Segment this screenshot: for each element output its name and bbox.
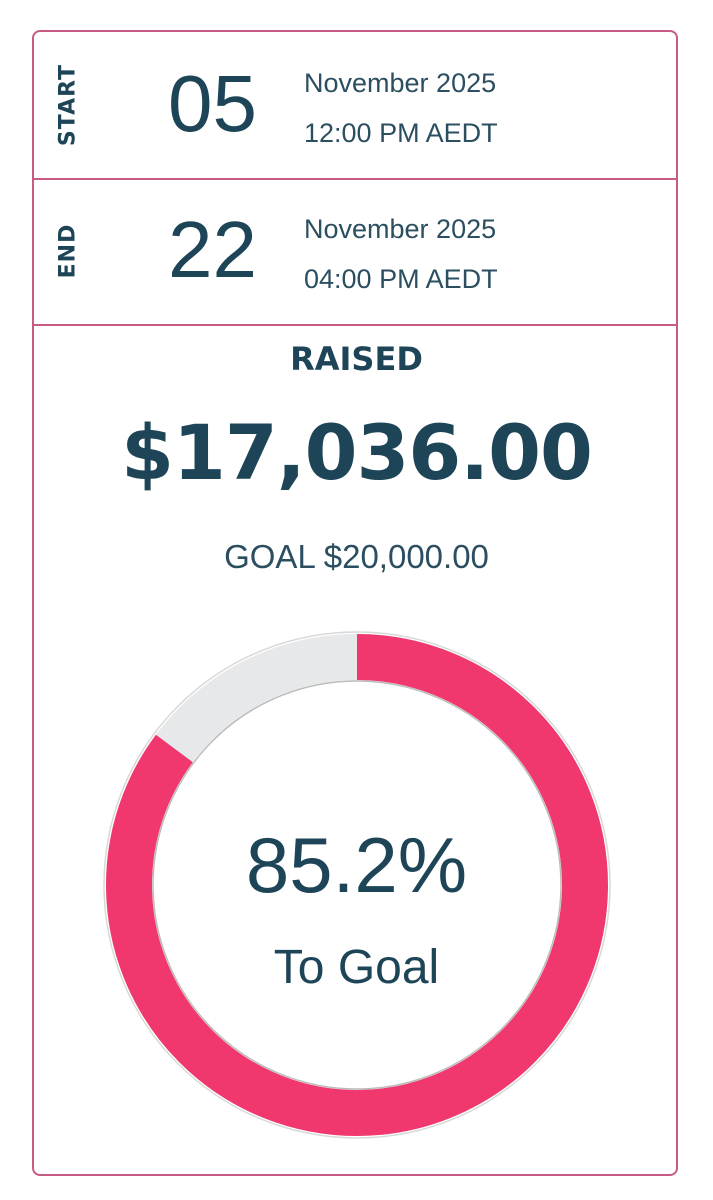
end-day: 22 (168, 205, 257, 294)
end-meta: November 2025 04:00 PM AEDT (304, 204, 498, 304)
start-day: 05 (168, 59, 257, 148)
campaign-card: START 05 November 2025 12:00 PM AEDT END… (32, 30, 678, 1176)
raised-amount: $17,036.00 (121, 408, 593, 497)
raised-label: RAISED (290, 340, 423, 378)
progress-percent: 85.2% (245, 821, 468, 909)
ring-outer-outline (103, 631, 611, 1139)
progress-caption: To Goal (273, 941, 440, 994)
ring-progress (106, 634, 608, 1136)
end-row: END 22 November 2025 04:00 PM AEDT (34, 178, 676, 326)
start-time: 12:00 PM AEDT (304, 118, 498, 148)
start-meta: November 2025 12:00 PM AEDT (304, 58, 498, 158)
start-month-year: November 2025 (304, 68, 497, 98)
end-month-year: November 2025 (304, 214, 497, 244)
goal-amount: GOAL $20,000.00 (224, 538, 489, 575)
end-time: 04:00 PM AEDT (304, 264, 498, 294)
ring-inner-outline (152, 680, 562, 1090)
start-row: START 05 November 2025 12:00 PM AEDT (34, 32, 676, 180)
